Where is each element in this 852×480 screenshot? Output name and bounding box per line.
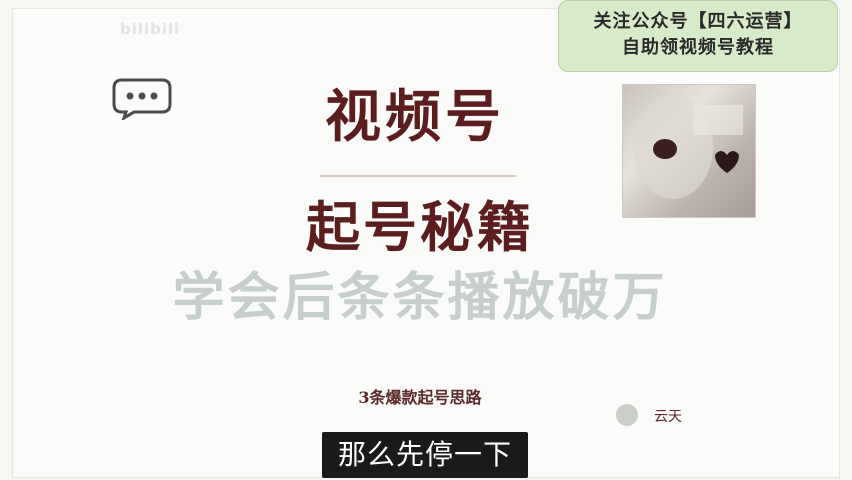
title-divider [320,175,516,177]
author-name: 云天 [654,409,682,425]
platform-watermark: bilibili [120,20,181,38]
slide-caption: 3条爆款起号思路 [358,388,482,407]
video-subtitle-text: 那么先停一下 [337,438,512,471]
promo-line-2: 自助领视频号教程 [622,37,774,58]
presenter-face-image [633,95,743,199]
slide-subtitle: 起号秘籍 [306,196,534,259]
video-subtitle-box: 那么先停一下 [322,432,528,478]
chat-bubble-icon [112,78,172,120]
promo-line-1: 关注公众号【四六运营】 [593,11,803,32]
promo-banner: 关注公众号【四六运营】 自助领视频号教程 [558,0,838,72]
author-avatar-icon [616,404,638,426]
presenter-thumbnail [622,84,756,218]
slide-tagline: 学会后条条播放破万 [172,268,668,328]
slide-title: 视频号 [325,85,505,150]
